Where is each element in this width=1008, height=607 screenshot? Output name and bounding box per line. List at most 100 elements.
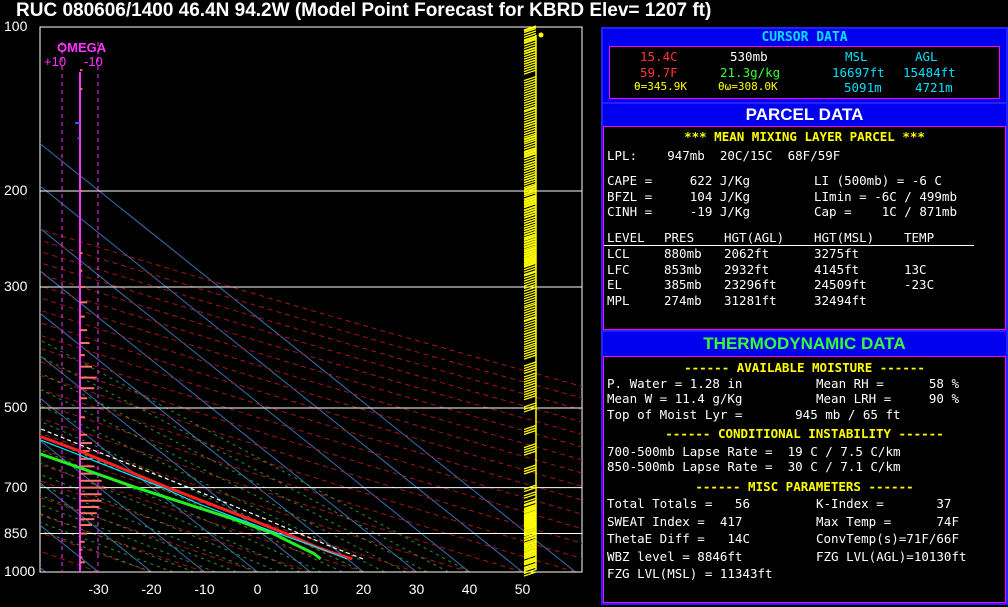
barb-flag (523, 503, 537, 510)
cursor-agl-ft: 15484ft (903, 64, 956, 80)
barb-flag (523, 547, 537, 554)
barb-flag (523, 566, 537, 572)
temp-tick-label: 20 (355, 581, 372, 597)
barb-flag (523, 560, 537, 566)
barb-flag (523, 283, 537, 290)
barb-flag (523, 291, 537, 297)
parcel-cell-temp: 13C (904, 261, 927, 277)
barb-flag (523, 170, 537, 177)
fzg-level-agl: FZG LVL(AGL)=10130ft (816, 548, 967, 564)
barb-flag (523, 334, 537, 341)
barb-flag (523, 199, 537, 205)
barb-flag (523, 251, 537, 257)
barb-flag (523, 278, 537, 285)
temp-tick-label: -20 (141, 581, 162, 597)
lapse-700-500: 700-500mb Lapse Rate = 19 C / 7.5 C/km (607, 443, 901, 459)
barb-flag (523, 379, 537, 386)
temp-tick-label: 40 (461, 581, 478, 597)
temp-tick-label: -10 (194, 581, 215, 597)
barb-flag (523, 366, 537, 372)
parcel-cape: CAPE = 622 J/Kg (607, 173, 750, 188)
barb-flag (523, 146, 537, 153)
barb-flag (523, 91, 537, 97)
parcel-table-row: LCL 880mb 2062ft 3275ft (604, 246, 1005, 262)
barb-flag (523, 368, 537, 375)
barb-flag (523, 552, 537, 559)
isotherm (40, 354, 311, 572)
barb-flag (523, 62, 537, 68)
barb-flag (523, 516, 537, 523)
barb-flag (523, 153, 537, 159)
isotherm (40, 227, 470, 572)
barb-flag (523, 407, 537, 413)
barb-flag (523, 203, 537, 209)
hgt-agl-col-header: HGT(AGL) (724, 229, 785, 245)
barb-flag (523, 538, 537, 544)
barb-flag (523, 332, 537, 338)
barb-flag (523, 43, 537, 50)
parcel-limin: LImin = -6C / 499mb (814, 188, 957, 204)
barb-flag (523, 506, 537, 512)
barb-flag (523, 103, 537, 109)
barb-flag (523, 424, 537, 431)
pressure-tick-label: 100 (4, 18, 28, 34)
omega-right-label: -10 (84, 54, 103, 69)
cursor-temp-c: 15.4C (640, 49, 678, 64)
wind-barb (523, 195, 537, 219)
barb-flag (523, 571, 537, 577)
barb-flag (523, 344, 537, 350)
parcel-cell-pres: 853mb (664, 261, 702, 277)
barb-flag (523, 372, 537, 378)
pressure-tick-label: 500 (4, 398, 28, 415)
hgt-msl-col-header: HGT(MSL) (814, 229, 875, 245)
max-temp: Max Temp = 74F (816, 513, 959, 529)
barb-flag (523, 568, 537, 575)
parcel-cell-hgt-msl: 3275ft (814, 246, 860, 261)
barb-flag (523, 196, 537, 203)
moist-adiabat (40, 473, 279, 572)
precip-water: P. Water = 1.28 in (607, 375, 743, 391)
barb-flag (523, 484, 537, 490)
barb-flag (523, 308, 537, 314)
isotherm (40, 312, 364, 572)
mean-lrh: Mean LRH = 90 % (816, 391, 959, 406)
barb-flag (523, 387, 537, 393)
barb-flag (523, 226, 537, 232)
parcel-table-row: LFC 853mb 2932ft 4145ft 13C (604, 262, 1005, 278)
parcel-li: LI (500mb) = -6 C (814, 173, 942, 188)
barb-flag (523, 235, 537, 241)
wind-barb (523, 289, 537, 307)
barb-flag (523, 316, 537, 322)
barb-flag (523, 469, 537, 475)
cursor-agl-m: 4721m (915, 80, 953, 95)
barb-flag (523, 267, 537, 273)
parcel-cell-level: LCL (607, 246, 630, 261)
parcel-cell-level: MPL (607, 292, 630, 308)
parcel-header: PARCEL DATA (603, 104, 1006, 126)
wind-barb (523, 515, 537, 536)
barb-flag (523, 429, 537, 436)
barb-flag (523, 67, 537, 73)
barb-flag (523, 83, 537, 89)
moist-adiabat (40, 449, 322, 572)
barb-flag (523, 525, 537, 531)
pressure-tick-label: 200 (4, 182, 28, 199)
moist-adiabat (40, 461, 301, 572)
barb-flag (523, 524, 537, 530)
wind-barb (523, 497, 537, 506)
barb-flag (523, 69, 537, 75)
barb-flag (523, 98, 537, 104)
barb-flag (523, 311, 537, 317)
barb-flag (523, 402, 537, 408)
cursor-pressure: 530mb (730, 49, 768, 64)
wind-barb (523, 508, 537, 524)
barb-flag (523, 549, 537, 555)
barb-flag (523, 550, 537, 556)
barb-flag (523, 127, 537, 133)
barb-flag (523, 150, 537, 156)
barb-flag (523, 517, 537, 523)
barb-flag (523, 363, 537, 370)
barb-flag (523, 265, 537, 271)
barb-flag (523, 237, 537, 243)
parcel-lpl: LPL: 947mb 20C/15C 68F/59F (607, 147, 841, 163)
